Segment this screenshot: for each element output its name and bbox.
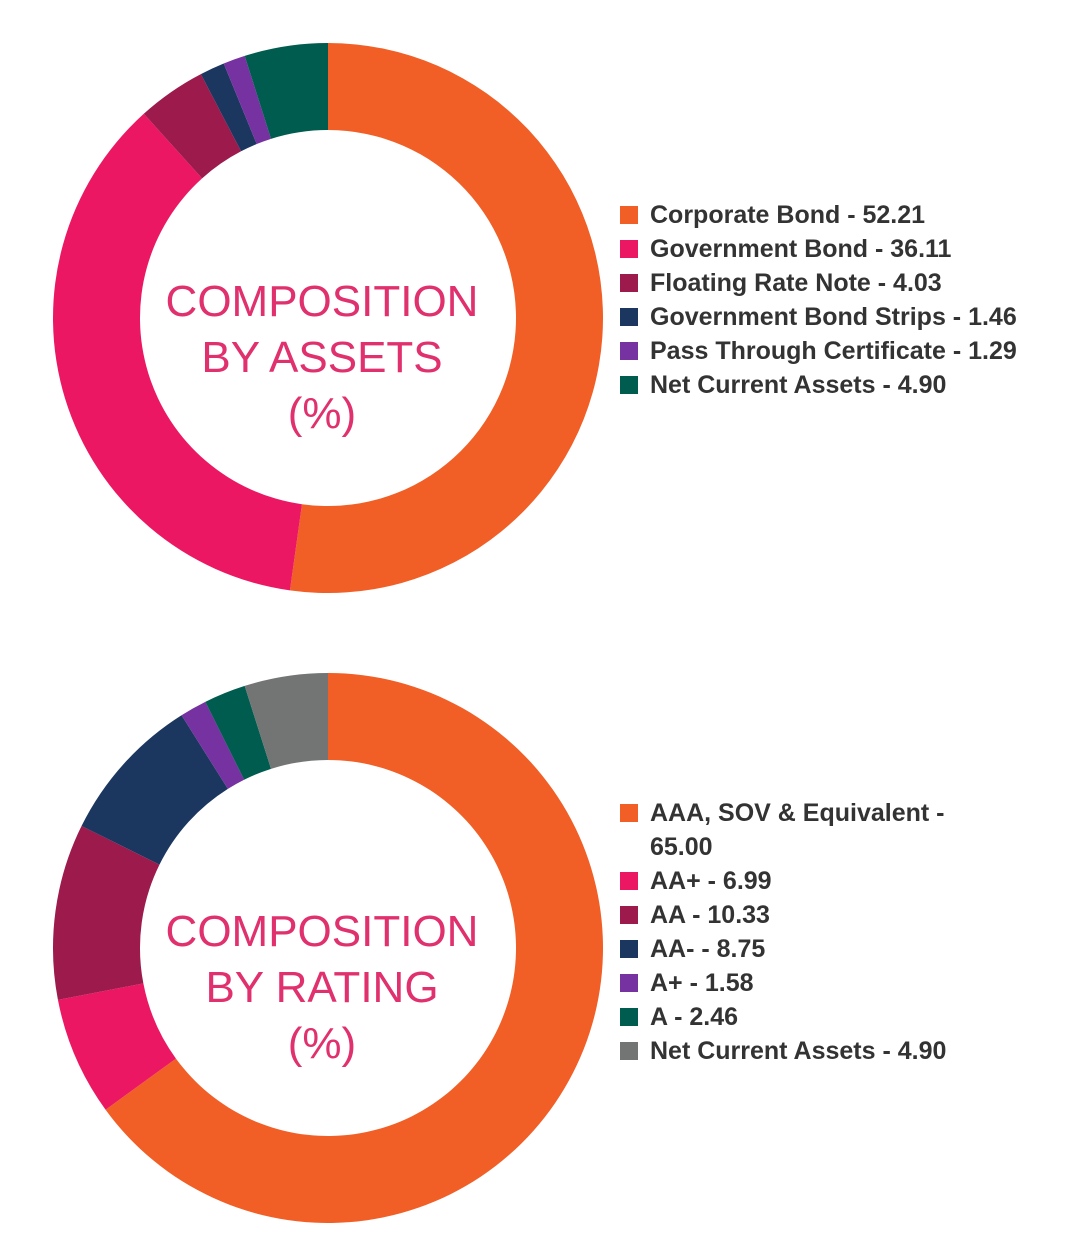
rating-legend-swatch (620, 804, 638, 822)
rating-legend-label: A+ - 1.58 (650, 969, 754, 997)
rating-center-title-line-2: BY RATING (205, 963, 438, 1012)
rating-legend-label: AA- - 8.75 (650, 935, 766, 963)
assets-donut-chart: COMPOSITION BY ASSETS (%) (53, 43, 603, 593)
rating-slice-aaa-sov-equivalent (105, 673, 603, 1223)
assets-legend-item: Government Bond Strips - 1.46 (620, 300, 1060, 334)
composition-by-assets-chart: COMPOSITION BY ASSETS (%) Corporate Bond… (0, 0, 1081, 620)
rating-legend-swatch (620, 1008, 638, 1026)
rating-legend-item: Net Current Assets - 4.90 (620, 1034, 970, 1068)
assets-legend-label: Government Bond - 36.11 (650, 235, 952, 263)
rating-legend-item: A+ - 1.58 (620, 966, 970, 1000)
rating-legend-swatch (620, 872, 638, 890)
assets-legend-swatch (620, 376, 638, 394)
rating-legend-label: AAA, SOV & Equivalent - 65.00 (650, 799, 945, 861)
assets-legend-swatch (620, 240, 638, 258)
rating-slice-aa (53, 826, 160, 1000)
rating-legend-swatch (620, 906, 638, 924)
assets-slice-government-bond-strips (200, 63, 257, 152)
rating-donut-slices (53, 673, 603, 1223)
assets-legend-item: Net Current Assets - 4.90 (620, 368, 1060, 402)
rating-legend-item: AAA, SOV & Equivalent - 65.00 (620, 796, 970, 864)
rating-slice-a (205, 685, 272, 780)
assets-legend-item: Pass Through Certificate - 1.29 (620, 334, 1060, 368)
rating-center-title-line-3: (%) (288, 1019, 356, 1068)
assets-center-title-line-3: (%) (288, 389, 356, 438)
assets-legend-item: Corporate Bond - 52.21 (620, 198, 1060, 232)
assets-center-title-line-2: BY ASSETS (201, 333, 442, 382)
rating-legend-item: AA - 10.33 (620, 898, 970, 932)
assets-legend-label: Pass Through Certificate - 1.29 (650, 337, 1017, 365)
assets-legend-label: Corporate Bond - 52.21 (650, 201, 926, 229)
rating-slice-aa (57, 983, 176, 1110)
assets-legend-swatch (620, 308, 638, 326)
assets-legend: Corporate Bond - 52.21 Government Bond - … (620, 198, 1060, 402)
rating-legend: AAA, SOV & Equivalent - 65.00 AA+ - 6.99 A… (620, 796, 970, 1068)
assets-slice-pass-through-certificate (223, 55, 272, 145)
composition-by-rating-chart: COMPOSITION BY RATING (%) AAA, SOV & Equ… (0, 630, 1081, 1258)
assets-legend-swatch (620, 206, 638, 224)
assets-legend-label: Net Current Assets - 4.90 (650, 371, 947, 399)
rating-slice-aa (81, 715, 228, 865)
rating-legend-item: A - 2.46 (620, 1000, 970, 1034)
rating-legend-label: AA - 10.33 (650, 901, 770, 929)
assets-legend-label: Floating Rate Note - 4.03 (650, 269, 942, 297)
rating-legend-label: Net Current Assets - 4.90 (650, 1037, 947, 1065)
rating-legend-item: AA- - 8.75 (620, 932, 970, 966)
rating-legend-swatch (620, 1042, 638, 1060)
rating-legend-swatch (620, 974, 638, 992)
assets-slice-government-bond (53, 113, 302, 591)
assets-slice-corporate-bond (289, 43, 603, 593)
rating-legend-swatch (620, 940, 638, 958)
assets-donut-slices (53, 43, 603, 593)
assets-center-title-line-1: COMPOSITION (166, 277, 479, 326)
rating-center-title-line-1: COMPOSITION (166, 907, 479, 956)
assets-legend-swatch (620, 274, 638, 292)
assets-legend-item: Floating Rate Note - 4.03 (620, 266, 1060, 300)
rating-legend-label: A - 2.46 (650, 1003, 739, 1031)
rating-slice-a (181, 701, 245, 789)
rating-slice-net-current-assets (244, 673, 328, 769)
assets-legend-item: Government Bond - 36.11 (620, 232, 1060, 266)
assets-slice-floating-rate-note (143, 74, 242, 179)
rating-donut-chart: COMPOSITION BY RATING (%) (53, 673, 603, 1223)
assets-legend-label: Government Bond Strips - 1.46 (650, 303, 1017, 331)
rating-legend-item: AA+ - 6.99 (620, 864, 970, 898)
assets-legend-swatch (620, 342, 638, 360)
rating-legend-label: AA+ - 6.99 (650, 867, 772, 895)
assets-slice-net-current-assets (244, 43, 328, 139)
